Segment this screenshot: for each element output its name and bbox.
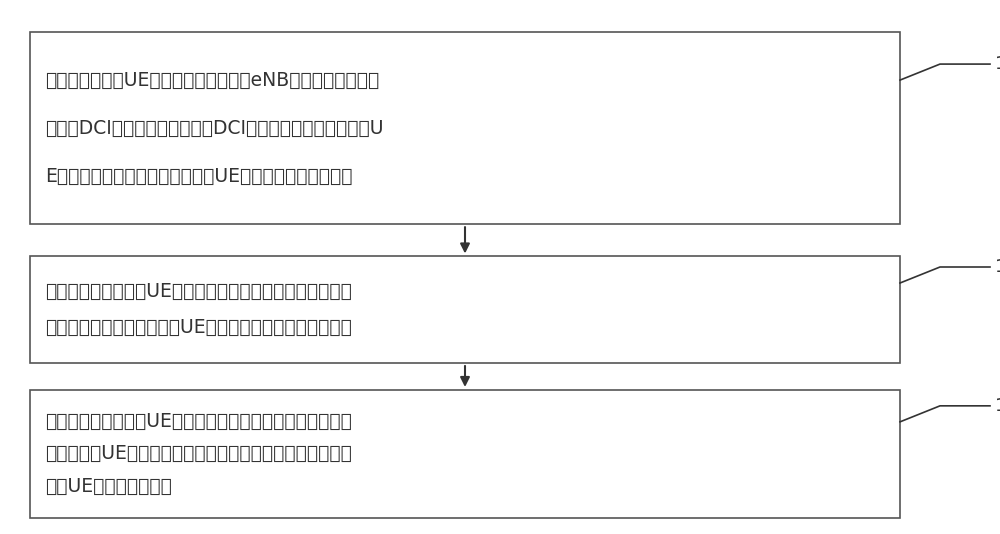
Text: 利用第一用户设备（UE）的交织器的指示信息及确定的第一: 利用第一用户设备（UE）的交织器的指示信息及确定的第一 [45, 412, 352, 431]
Bar [30, 256, 900, 363]
Bar [30, 32, 900, 224]
Text: 备（UE）的交织器信息: 备（UE）的交织器信息 [45, 476, 172, 496]
Text: 用户设备（UE）的交织器所属的交织器集合得到第一用户设: 用户设备（UE）的交织器所属的交织器集合得到第一用户设 [45, 444, 352, 464]
Text: 101: 101 [995, 55, 1000, 73]
Text: 信息（DCI），下行控制信息（DCI）中包含第一用户设备（U: 信息（DCI），下行控制信息（DCI）中包含第一用户设备（U [45, 119, 384, 138]
Bar [30, 390, 900, 518]
Text: 102: 102 [995, 258, 1000, 276]
Text: 第一用户设备（UE）接收演进型基站（eNB）发送的下行控制: 第一用户设备（UE）接收演进型基站（eNB）发送的下行控制 [45, 70, 379, 90]
Text: E）的调度信息和第一用户设备（UE）的交织器的指示信息: E）的调度信息和第一用户设备（UE）的交织器的指示信息 [45, 167, 352, 186]
Text: 根据第一用户设备（UE）的调度信息查找预先设置的交织器: 根据第一用户设备（UE）的调度信息查找预先设置的交织器 [45, 282, 352, 301]
Text: 集合，确定第一用户设备（UE）的交织器所属的交织器集合: 集合，确定第一用户设备（UE）的交织器所属的交织器集合 [45, 318, 352, 337]
Text: 103: 103 [995, 397, 1000, 415]
